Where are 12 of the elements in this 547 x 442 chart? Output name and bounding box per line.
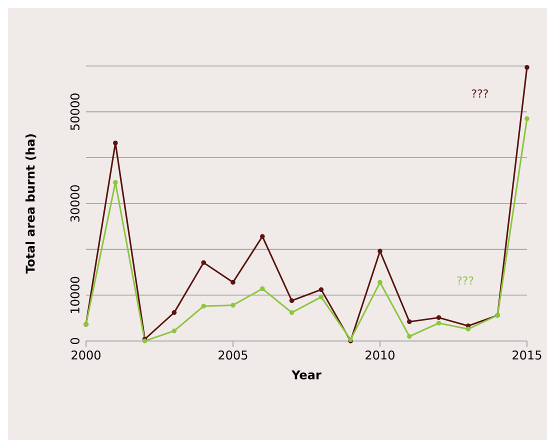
x-tick-label: 2010 [366, 350, 394, 360]
text: ??? [457, 276, 474, 285]
x-axis-title: Year [292, 370, 322, 380]
y-tick-label: 0 [70, 338, 80, 344]
y-tick-label: 30000 [70, 185, 80, 222]
x-tick-label: 2015 [512, 350, 542, 360]
x-tick-label: 2000 [72, 350, 100, 360]
y-tick-label: 10000 [70, 276, 80, 313]
y-tick-label: 50000 [70, 94, 80, 130]
x-tick-label: 2005 [218, 350, 248, 360]
text: ??? [472, 89, 488, 98]
y-axis-title: Total area burnt (ha) [25, 134, 36, 274]
